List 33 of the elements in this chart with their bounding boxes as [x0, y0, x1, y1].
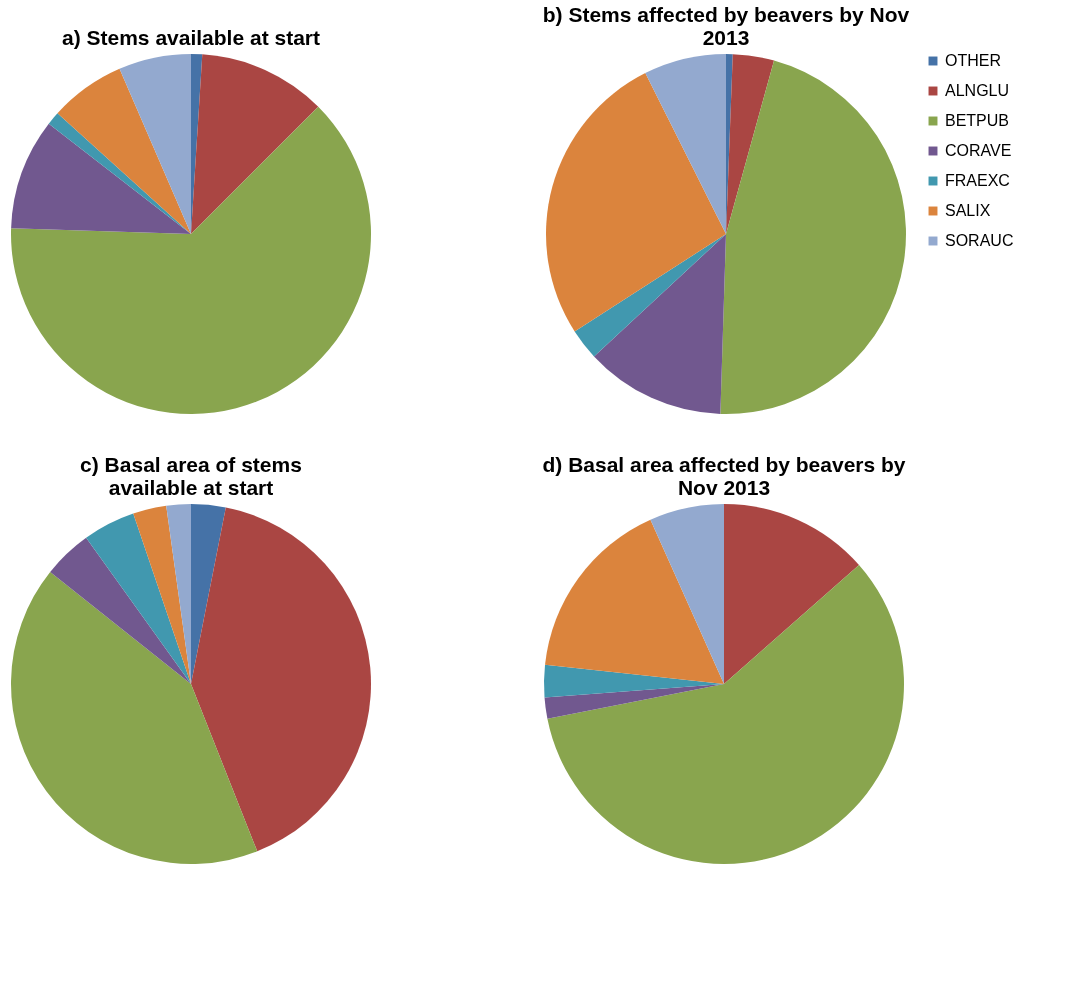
pie-slice: [544, 684, 724, 719]
legend-label: OTHER: [945, 52, 1001, 69]
chart-title: d) Basal area affected by beavers by Nov 2013: [542, 453, 906, 499]
legend-label: FRAEXC: [945, 172, 1010, 189]
chart-title: a) Stems available at start: [62, 26, 320, 49]
legend-label: SORAUC: [945, 232, 1014, 249]
pie-slice: [50, 537, 191, 684]
pie-slice: [650, 504, 724, 684]
pie-slice: [724, 504, 860, 684]
pie-slice: [191, 507, 371, 852]
pie-slice: [133, 505, 191, 684]
legend-label: CORAVE: [945, 142, 1012, 159]
pie-slice: [645, 54, 726, 234]
pie-slice: [11, 571, 258, 864]
pie-slice: [726, 54, 775, 234]
legend-label: SALIX: [945, 202, 991, 219]
pie-slice: [545, 519, 724, 684]
pie-slice: [119, 54, 191, 234]
chart-title: b) Stems affected by beavers by Nov 2013: [542, 3, 910, 49]
legend-label: BETPUB: [945, 112, 1010, 129]
pie-slice: [574, 234, 726, 357]
pie-slice: [86, 513, 191, 684]
pie-slice: [191, 54, 319, 234]
legend-label: ALNGLU: [945, 82, 1010, 99]
pie-slice: [11, 106, 371, 414]
pie-slice: [191, 504, 226, 684]
pie-slice: [547, 564, 904, 864]
pie-slice: [57, 68, 191, 234]
pie-slice: [594, 234, 726, 414]
chart-title: c) Basal area of stems available at start: [80, 453, 302, 499]
pie-slice: [720, 60, 906, 414]
pie-slice: [546, 73, 726, 332]
pie-slice: [11, 123, 191, 234]
